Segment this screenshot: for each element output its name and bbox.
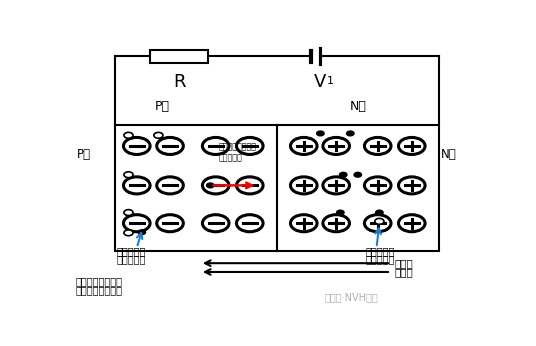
Circle shape xyxy=(291,137,317,154)
Text: P区: P区 xyxy=(155,100,170,113)
Circle shape xyxy=(323,137,349,154)
Circle shape xyxy=(123,177,150,194)
Text: 电子为多子: 电子为多子 xyxy=(365,246,394,256)
Text: 扩散到此处的电子
被电场加速: 扩散到此处的电子 被电场加速 xyxy=(219,142,257,163)
Circle shape xyxy=(124,230,133,236)
Bar xyxy=(115,126,439,251)
Circle shape xyxy=(317,131,324,136)
Text: R: R xyxy=(173,73,185,91)
Circle shape xyxy=(236,177,263,194)
Text: 空穴为少子: 空穴为少子 xyxy=(365,254,394,264)
Text: V: V xyxy=(314,73,326,91)
Circle shape xyxy=(123,137,150,154)
Circle shape xyxy=(364,137,391,154)
Text: 少子指少数载流子: 少子指少数载流子 xyxy=(75,285,122,295)
Text: 多子指多数载流子: 多子指多数载流子 xyxy=(75,276,122,286)
Circle shape xyxy=(291,177,317,194)
Circle shape xyxy=(236,215,263,232)
Text: N区: N区 xyxy=(349,100,366,113)
Circle shape xyxy=(323,177,349,194)
Circle shape xyxy=(203,177,229,194)
Circle shape xyxy=(339,172,347,177)
Circle shape xyxy=(354,172,361,177)
Circle shape xyxy=(124,210,133,216)
Text: 外电场: 外电场 xyxy=(394,267,413,277)
Circle shape xyxy=(291,215,317,232)
Circle shape xyxy=(364,215,391,232)
Text: N区: N区 xyxy=(441,148,457,161)
Circle shape xyxy=(123,215,150,232)
Circle shape xyxy=(206,183,214,188)
Circle shape xyxy=(323,215,349,232)
Text: 内电场: 内电场 xyxy=(394,258,413,268)
Circle shape xyxy=(376,210,383,215)
Circle shape xyxy=(124,172,133,177)
Circle shape xyxy=(364,177,391,194)
Circle shape xyxy=(157,137,183,154)
Text: P区: P区 xyxy=(77,148,91,161)
Circle shape xyxy=(398,137,425,154)
Circle shape xyxy=(347,131,354,136)
Text: 电子为少子: 电子为少子 xyxy=(116,254,145,264)
Circle shape xyxy=(138,230,145,235)
Text: 空穴为多子: 空穴为多子 xyxy=(116,246,145,256)
Circle shape xyxy=(236,137,263,154)
Circle shape xyxy=(398,177,425,194)
Circle shape xyxy=(398,215,425,232)
Circle shape xyxy=(375,218,384,224)
Circle shape xyxy=(157,177,183,194)
Circle shape xyxy=(157,215,183,232)
Text: 1: 1 xyxy=(326,76,333,85)
Circle shape xyxy=(154,133,163,138)
Bar xyxy=(150,49,208,63)
Circle shape xyxy=(203,137,229,154)
Circle shape xyxy=(203,215,229,232)
Text: 公众号·NVH百科: 公众号·NVH百科 xyxy=(325,292,378,302)
Circle shape xyxy=(124,133,133,138)
Circle shape xyxy=(337,210,344,215)
